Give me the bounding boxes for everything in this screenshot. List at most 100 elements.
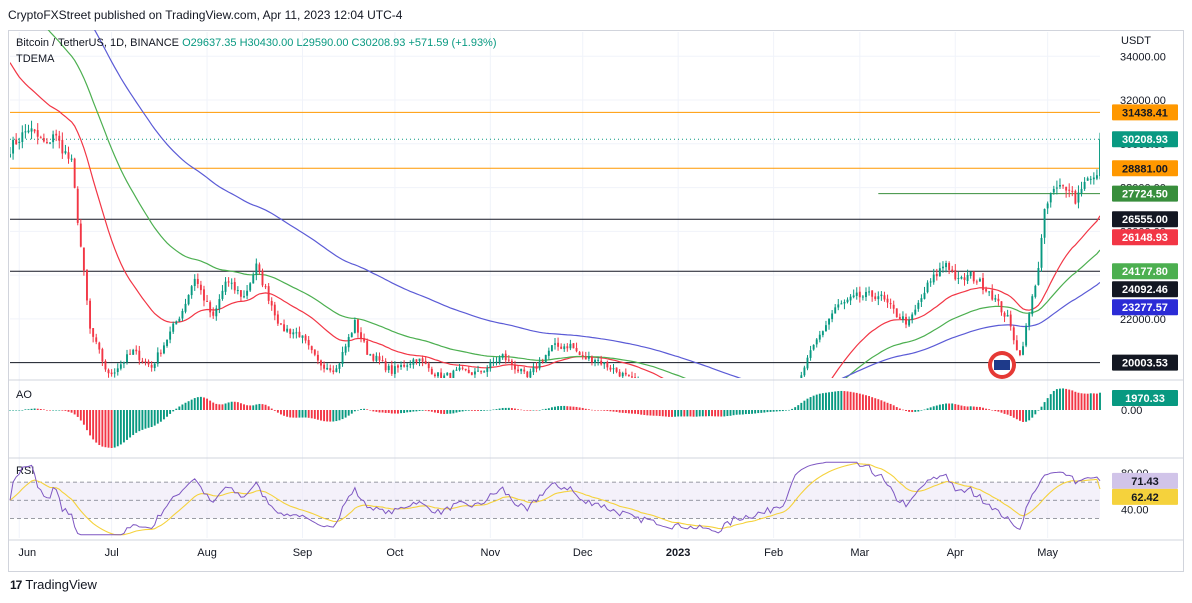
candle-body bbox=[834, 307, 837, 314]
ao-zero-tick: 0.00 bbox=[1121, 405, 1142, 417]
ao-bar bbox=[692, 410, 695, 417]
time-label-aug: Aug bbox=[197, 547, 217, 559]
ao-bar bbox=[797, 405, 800, 410]
candle-body bbox=[575, 347, 578, 352]
candle-body bbox=[926, 282, 929, 293]
candle-body bbox=[175, 321, 178, 325]
ao-bar bbox=[997, 410, 1000, 412]
ao-bar bbox=[280, 410, 282, 415]
ao-bar bbox=[517, 409, 520, 410]
candle-body bbox=[356, 319, 359, 333]
candle-body bbox=[129, 353, 132, 355]
ao-bar bbox=[901, 409, 904, 411]
ao-bar bbox=[440, 410, 443, 414]
ao-bar bbox=[809, 397, 812, 410]
ao-bar bbox=[757, 410, 760, 414]
tradingview-footer[interactable]: 17 TradingView bbox=[10, 577, 97, 592]
ao-bar bbox=[427, 410, 430, 412]
candle-body bbox=[754, 436, 756, 437]
rsi-band bbox=[10, 482, 1100, 519]
candle-body bbox=[1086, 178, 1089, 181]
ao-label: AO bbox=[16, 389, 32, 401]
ao-bar bbox=[495, 409, 498, 410]
price-tag-text: 31438.41 bbox=[1122, 107, 1168, 119]
candle-body bbox=[975, 281, 978, 283]
ao-bar bbox=[393, 410, 396, 414]
ao-bar bbox=[683, 410, 686, 417]
candle-body bbox=[326, 367, 329, 370]
candle-body bbox=[674, 406, 676, 409]
candle-body bbox=[418, 358, 421, 362]
ao-bar bbox=[871, 397, 874, 410]
candle-body bbox=[656, 391, 658, 399]
candle-body bbox=[144, 361, 147, 363]
price-tag-text: 62.42 bbox=[1131, 492, 1159, 504]
candle-body bbox=[668, 404, 670, 406]
candle-body bbox=[406, 365, 409, 367]
candle-body bbox=[871, 290, 874, 297]
ao-bar bbox=[332, 410, 335, 422]
candle-body bbox=[504, 353, 507, 361]
price-tag-bg bbox=[1112, 229, 1178, 246]
ao-bar bbox=[406, 410, 409, 413]
candle-body bbox=[640, 381, 642, 390]
candle-body bbox=[603, 362, 606, 365]
candle-body bbox=[196, 278, 199, 284]
ao-bar bbox=[169, 410, 172, 414]
candle-body bbox=[717, 432, 719, 436]
ao-bar bbox=[98, 410, 101, 446]
candle-body bbox=[449, 372, 452, 378]
candle-body bbox=[942, 266, 944, 269]
ao-bar bbox=[837, 391, 840, 410]
ao-bar bbox=[344, 410, 347, 418]
ao-bar bbox=[1083, 393, 1086, 410]
ao-bar bbox=[849, 391, 852, 410]
candle-body bbox=[292, 332, 295, 335]
candle-body bbox=[409, 363, 412, 365]
candle-body bbox=[901, 316, 904, 320]
ao-bar bbox=[1003, 410, 1006, 414]
ao-bar bbox=[689, 410, 692, 417]
ao-bar bbox=[126, 410, 128, 440]
candle-body bbox=[443, 375, 446, 378]
ao-bar bbox=[430, 410, 433, 412]
ao-bar bbox=[175, 408, 178, 410]
candle-body bbox=[39, 137, 42, 139]
candle-body bbox=[905, 316, 907, 325]
candle-body bbox=[1055, 187, 1058, 189]
ao-bar bbox=[110, 410, 113, 448]
candle-body bbox=[1049, 193, 1052, 203]
candle-body bbox=[929, 281, 932, 283]
price-tag-bg bbox=[1112, 299, 1178, 316]
candle-body bbox=[172, 323, 175, 332]
candle-body bbox=[255, 263, 258, 275]
ao-bar bbox=[652, 410, 655, 416]
candle-body bbox=[486, 367, 489, 372]
ao-bar bbox=[329, 410, 332, 422]
candle-body bbox=[932, 274, 935, 283]
candle-body bbox=[301, 335, 304, 338]
ao-bar bbox=[634, 410, 637, 414]
ao-bar bbox=[356, 409, 359, 411]
candle-body bbox=[624, 372, 627, 375]
ao-bar bbox=[421, 410, 424, 411]
candle-body bbox=[70, 158, 73, 160]
ao-bar bbox=[107, 410, 110, 448]
ao-bar bbox=[507, 407, 510, 410]
candles-group bbox=[10, 120, 1100, 437]
candle-body bbox=[1052, 188, 1055, 193]
ao-bar bbox=[276, 410, 279, 413]
candle-body bbox=[523, 369, 526, 372]
candle-body bbox=[1006, 315, 1009, 317]
candle-body bbox=[1018, 350, 1021, 356]
ao-bar bbox=[566, 406, 569, 410]
ao-bar bbox=[236, 402, 239, 410]
ao-bar bbox=[363, 408, 366, 410]
candle-body bbox=[880, 294, 883, 297]
ao-bar bbox=[464, 410, 467, 411]
ao-bar bbox=[677, 410, 680, 417]
ao-bar bbox=[572, 406, 575, 410]
candle-body bbox=[101, 349, 104, 362]
tag-27724: 27724.50 bbox=[1112, 185, 1178, 202]
